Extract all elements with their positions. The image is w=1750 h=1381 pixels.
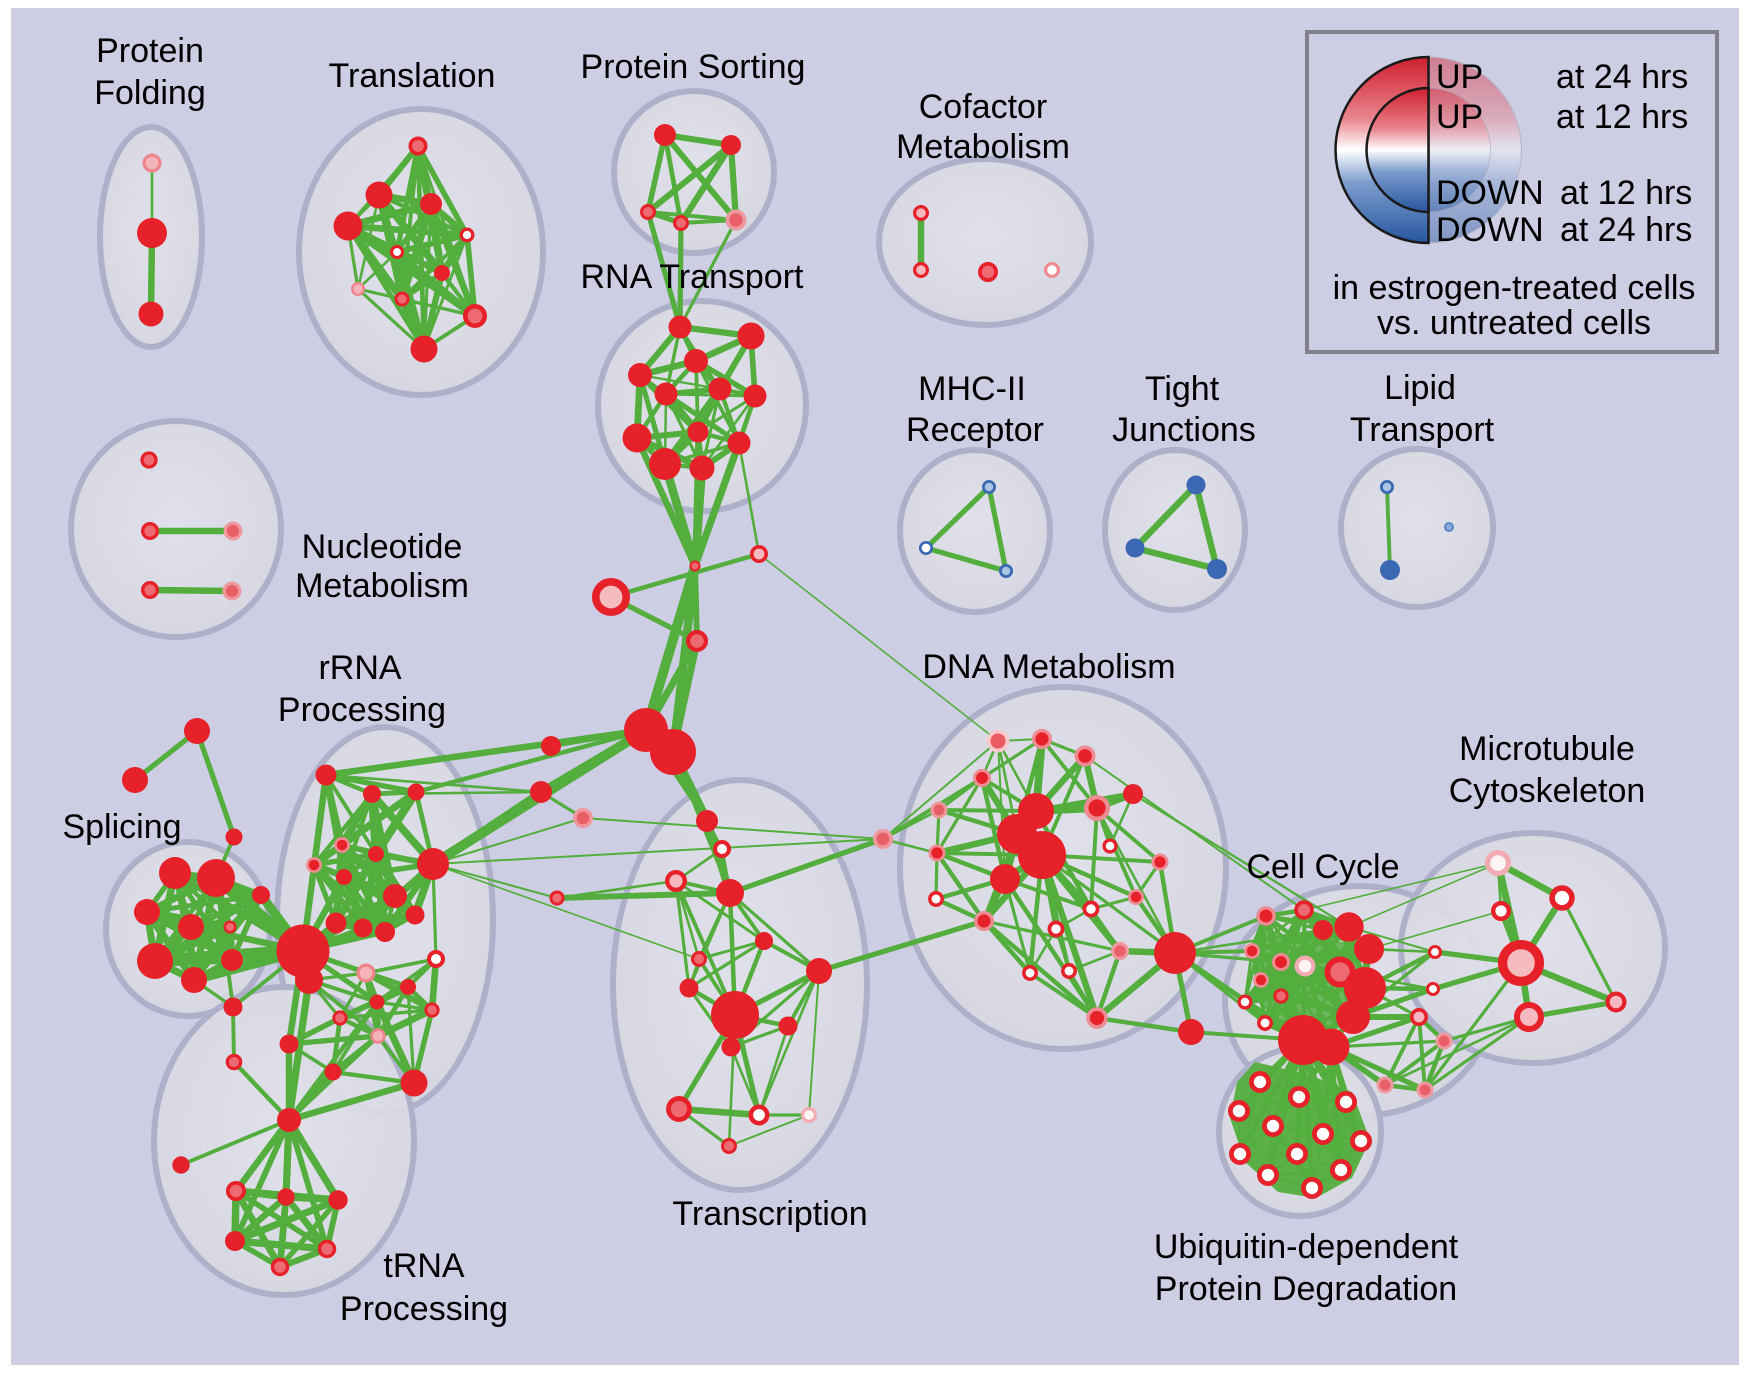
svg-text:Transcription: Transcription [672,1195,867,1233]
svg-text:Microtubule: Microtubule [1459,730,1635,768]
svg-text:Folding: Folding [94,74,206,112]
svg-text:Translation: Translation [329,57,496,95]
svg-text:UP: UP [1436,58,1483,96]
svg-text:Cofactor: Cofactor [919,88,1048,126]
svg-text:Cytoskeleton: Cytoskeleton [1449,772,1646,810]
svg-text:Tight: Tight [1145,370,1220,408]
svg-text:Lipid: Lipid [1384,369,1456,407]
svg-text:at 24 hrs: at 24 hrs [1556,58,1688,96]
svg-text:rRNA: rRNA [318,649,401,687]
svg-text:Ubiquitin-dependent: Ubiquitin-dependent [1154,1228,1459,1266]
svg-text:Splicing: Splicing [62,808,181,846]
svg-text:Metabolism: Metabolism [896,128,1070,166]
svg-text:DOWN: DOWN [1436,174,1544,212]
svg-text:Cell Cycle: Cell Cycle [1246,848,1399,886]
svg-text:at 24 hrs: at 24 hrs [1560,211,1692,249]
svg-text:Processing: Processing [340,1290,508,1328]
svg-text:UP: UP [1436,98,1483,136]
svg-text:Protein Sorting: Protein Sorting [581,48,806,86]
svg-text:Protein: Protein [96,32,204,70]
svg-text:at 12 hrs: at 12 hrs [1560,174,1692,212]
svg-text:Metabolism: Metabolism [295,567,469,605]
svg-text:Transport: Transport [1350,411,1495,449]
svg-text:RNA Transport: RNA Transport [581,258,805,296]
svg-text:Receptor: Receptor [906,411,1044,449]
svg-text:Protein Degradation: Protein Degradation [1155,1270,1457,1308]
svg-text:DOWN: DOWN [1436,211,1544,249]
svg-text:vs. untreated cells: vs. untreated cells [1377,304,1651,342]
svg-text:Junctions: Junctions [1112,411,1256,449]
svg-text:MHC-II: MHC-II [918,370,1026,408]
svg-text:DNA Metabolism: DNA Metabolism [922,648,1175,686]
svg-text:Processing: Processing [278,691,446,729]
svg-text:at 12 hrs: at 12 hrs [1556,98,1688,136]
svg-text:Nucleotide: Nucleotide [302,528,463,566]
svg-text:in estrogen-treated cells: in estrogen-treated cells [1333,269,1696,307]
svg-text:tRNA: tRNA [383,1247,465,1285]
